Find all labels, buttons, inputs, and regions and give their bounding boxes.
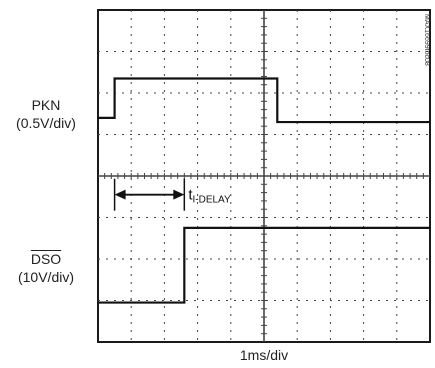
watermark: MAX16699toc08 <box>423 14 430 66</box>
scope-grid <box>98 10 430 342</box>
delay-annotation: tI-DELAY <box>113 178 231 211</box>
scope-traces <box>98 77 430 304</box>
dso-axis-label: DSO (10V/div) <box>6 250 86 286</box>
pkn-channel-name: PKN <box>31 97 61 113</box>
trace-dso <box>98 226 430 304</box>
delay-label: tI-DELAY <box>188 187 231 206</box>
delay-label-subscript: I-DELAY <box>192 195 230 206</box>
delay-arrowhead-right <box>173 189 185 200</box>
pkn-axis-label: PKN (0.5V/div) <box>6 96 86 132</box>
time-scale-label: 1ms/div <box>239 347 289 363</box>
delay-label-main: t <box>188 187 193 204</box>
delay-arrowhead-left <box>114 189 126 200</box>
trace-pkn <box>98 77 430 124</box>
pkn-channel-scale: (0.5V/div) <box>16 115 76 131</box>
dso-channel-name: DSO <box>30 251 62 267</box>
dso-channel-scale: (10V/div) <box>17 269 75 285</box>
